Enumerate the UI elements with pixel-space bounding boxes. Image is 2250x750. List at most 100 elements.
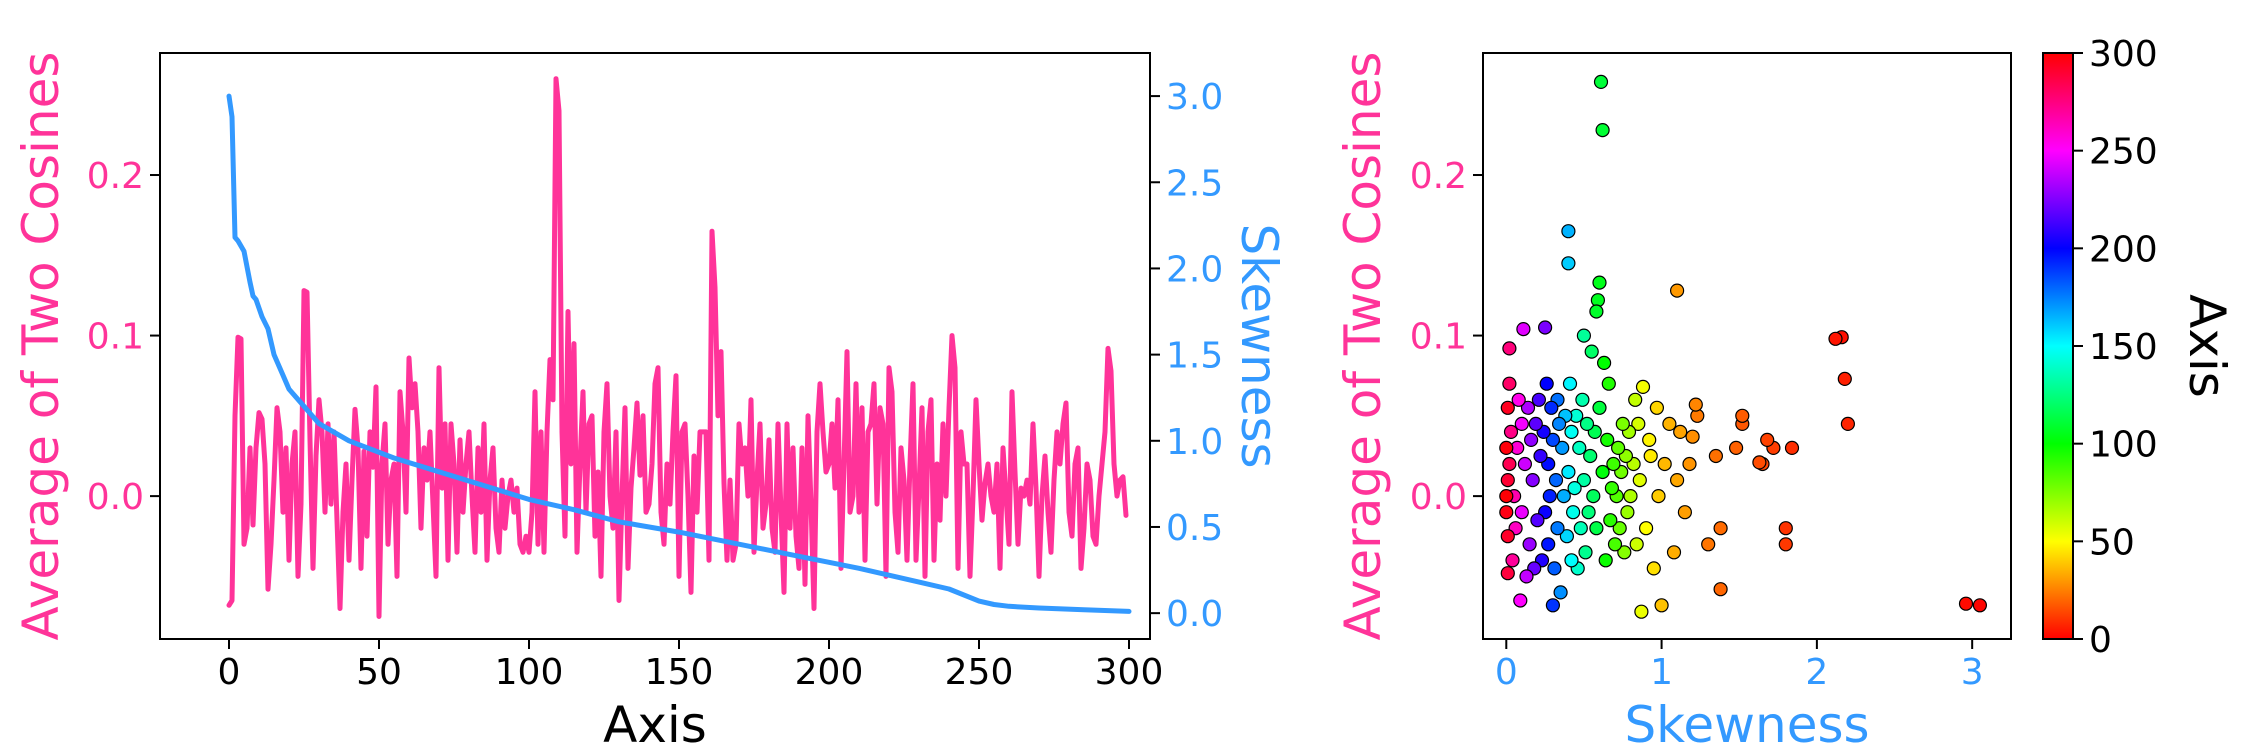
scatter-point (1576, 328, 1592, 343)
x-tick-label: 200 (795, 652, 864, 693)
scatter-point (1837, 371, 1852, 386)
scatter-point (1657, 456, 1672, 472)
scatter-point (1531, 392, 1547, 407)
scatter-point (1677, 505, 1693, 520)
scatter-point (1651, 489, 1666, 504)
scatter-point (1669, 283, 1685, 298)
colorbar (2042, 52, 2074, 640)
scatter-point (1593, 74, 1609, 90)
x-tick-label: 3 (1961, 652, 1984, 693)
scatter-point (1629, 537, 1644, 552)
y2-tick-label: 2.5 (1166, 163, 1223, 204)
left-y2-axis-label: Skewness (1230, 223, 1288, 468)
scatter-point (1612, 521, 1627, 536)
y2-tick-label: 1.0 (1166, 422, 1223, 463)
y2-tick-label: 2.0 (1166, 249, 1223, 290)
scatter-point (1519, 569, 1534, 584)
scatter-point (1517, 456, 1533, 472)
scatter-point (1561, 256, 1576, 271)
scatter-point (1528, 416, 1543, 431)
scatter-point (1620, 505, 1635, 520)
scatter-point (1778, 537, 1793, 552)
x-tick-label: 50 (356, 652, 402, 693)
scatter-point (1631, 416, 1646, 431)
scatter-point (1840, 416, 1856, 431)
scatter-point (1688, 397, 1703, 412)
scatter-point (1555, 440, 1570, 455)
scatter-point (1584, 344, 1599, 359)
scatter-point (1752, 455, 1767, 470)
scatter-point (1958, 596, 1974, 611)
scatter-point (1499, 505, 1514, 520)
colorbar-tick-label: 250 (2089, 132, 2158, 173)
scatter-point (1578, 545, 1593, 560)
x-tick-label: 0 (1495, 652, 1518, 693)
y2-tick-label: 1.5 (1166, 336, 1223, 377)
colorbar-tick-label: 300 (2089, 34, 2158, 75)
scatter-point (1623, 489, 1638, 504)
scatter-point (1760, 432, 1775, 447)
scatter-point (1632, 473, 1647, 488)
scatter-point (1561, 464, 1576, 480)
colorbar-tick-label: 150 (2089, 327, 2158, 368)
left-plot-frame (159, 52, 1151, 640)
right-plot-frame (1482, 52, 2012, 640)
scatter-point (1682, 456, 1697, 472)
scatter-point (1638, 521, 1654, 536)
scatter-point (1505, 553, 1520, 568)
scatter-point (1603, 513, 1618, 528)
left-x-axis-label: Axis (603, 696, 707, 750)
scatter-point (1635, 379, 1651, 394)
scatter-point (1500, 400, 1515, 415)
scatter-point (1576, 473, 1592, 488)
scatter-point (1628, 392, 1643, 407)
scatter-point (1559, 529, 1575, 544)
y2-tick-label: 0.5 (1166, 508, 1223, 549)
x-tick-label: 1 (1650, 652, 1673, 693)
skewness-line (226, 93, 1132, 614)
scatter-point (1514, 416, 1529, 431)
scatter-point (1778, 521, 1793, 536)
scatter-point (1592, 400, 1607, 415)
scatter-point (1642, 432, 1657, 447)
scatter-point (1522, 537, 1537, 552)
scatter-point (1544, 400, 1559, 415)
right-x-axis-label: Skewness (1624, 696, 1869, 750)
colorbar-tick-label: 0 (2089, 620, 2112, 661)
left-y-axis-label: Average of Two Cosines (12, 52, 70, 641)
scatter-point (1542, 489, 1557, 504)
y-tick-label: 0.1 (87, 317, 144, 358)
y-tick-label: 0.0 (1410, 477, 1467, 518)
scatter-point (1503, 424, 1519, 439)
scatter-point (1598, 553, 1613, 568)
scatter-point (1607, 537, 1623, 552)
scatter-point (1685, 429, 1700, 444)
scatter-point (1575, 392, 1590, 407)
left-x-ticks: 0 50 100 150 200 250 300 (218, 639, 1163, 693)
scatter-point (1713, 521, 1728, 536)
scatter-point (1545, 432, 1561, 447)
scatter-point (1617, 545, 1632, 560)
scatter-point (1606, 456, 1621, 472)
left-series-layer (226, 76, 1132, 619)
y2-tick-label: 3.0 (1166, 77, 1223, 118)
scatter-point (1595, 464, 1610, 480)
scatter-point (1592, 275, 1607, 290)
scatter-point (1553, 585, 1568, 600)
scatter-point (1514, 505, 1529, 520)
colorbar-tick-label: 100 (2089, 425, 2158, 466)
scatter-point (1646, 561, 1661, 576)
right-y-ticks: 0.0 0.1 0.2 (1410, 156, 1483, 518)
scatter-point (1573, 521, 1588, 536)
scatter-point (1643, 448, 1658, 464)
y-tick-label: 0.2 (87, 156, 144, 197)
x-tick-label: 250 (945, 652, 1014, 693)
scatter-point (1583, 448, 1598, 464)
x-tick-label: 0 (218, 652, 241, 693)
scatter-point (1525, 473, 1540, 488)
scatter-point (1502, 341, 1517, 356)
scatter-point (1541, 537, 1556, 552)
scatter-point (1596, 355, 1612, 370)
colorbar-tick-label: 50 (2089, 522, 2135, 563)
scatter-point (1520, 400, 1536, 415)
